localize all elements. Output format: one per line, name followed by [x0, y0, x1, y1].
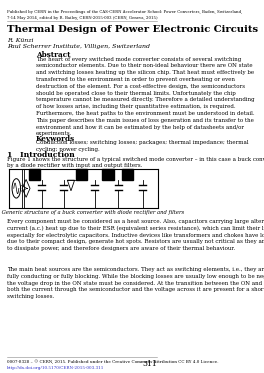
Text: Conduction losses; switching losses; packages; thermal impedance; thermal
cyclin: Conduction losses; switching losses; pac… [36, 140, 248, 152]
Text: Fig. 1: Generic structure of a buck converter with diode rectifier and filters: Fig. 1: Generic structure of a buck conv… [0, 210, 184, 215]
Text: Published by CERN in the Proceedings of the CAS-CERN Accelerator School: Power C: Published by CERN in the Proceedings of … [7, 10, 243, 20]
Bar [102, 169, 114, 180]
Text: Thermal Design of Power Electronic Circuits: Thermal Design of Power Electronic Circu… [7, 25, 258, 34]
Text: Paul Scherrer Institute, Villigen, Switzerland: Paul Scherrer Institute, Villigen, Switz… [7, 44, 150, 48]
Text: Keywords: Keywords [36, 135, 75, 143]
Bar [29, 169, 40, 180]
Text: R. Künzi: R. Künzi [7, 38, 34, 43]
Text: Abstract: Abstract [36, 51, 70, 59]
Text: The main heat sources are the semiconductors. They act as switching elements, i.: The main heat sources are the semiconduc… [7, 267, 264, 299]
Text: Figure 1 shows the structure of a typical switched mode converter – in this case: Figure 1 shows the structure of a typica… [7, 157, 264, 169]
Text: Every component must be considered as a heat source. Also, capacitors carrying l: Every component must be considered as a … [7, 219, 264, 251]
Text: The heart of every switched mode converter consists of several switching
semicon: The heart of every switched mode convert… [36, 57, 254, 137]
Bar [122, 169, 133, 180]
Bar [76, 169, 87, 180]
Text: 0007-8328 – © CERN, 2015. Published under the Creative Commons Attribution CC BY: 0007-8328 – © CERN, 2015. Published unde… [7, 360, 219, 364]
Text: 311: 311 [143, 360, 157, 367]
Text: http://dx.doi.org/10.5170/CERN-2015-003.311: http://dx.doi.org/10.5170/CERN-2015-003.… [7, 366, 105, 370]
Text: 1 Introduction: 1 Introduction [7, 151, 75, 159]
